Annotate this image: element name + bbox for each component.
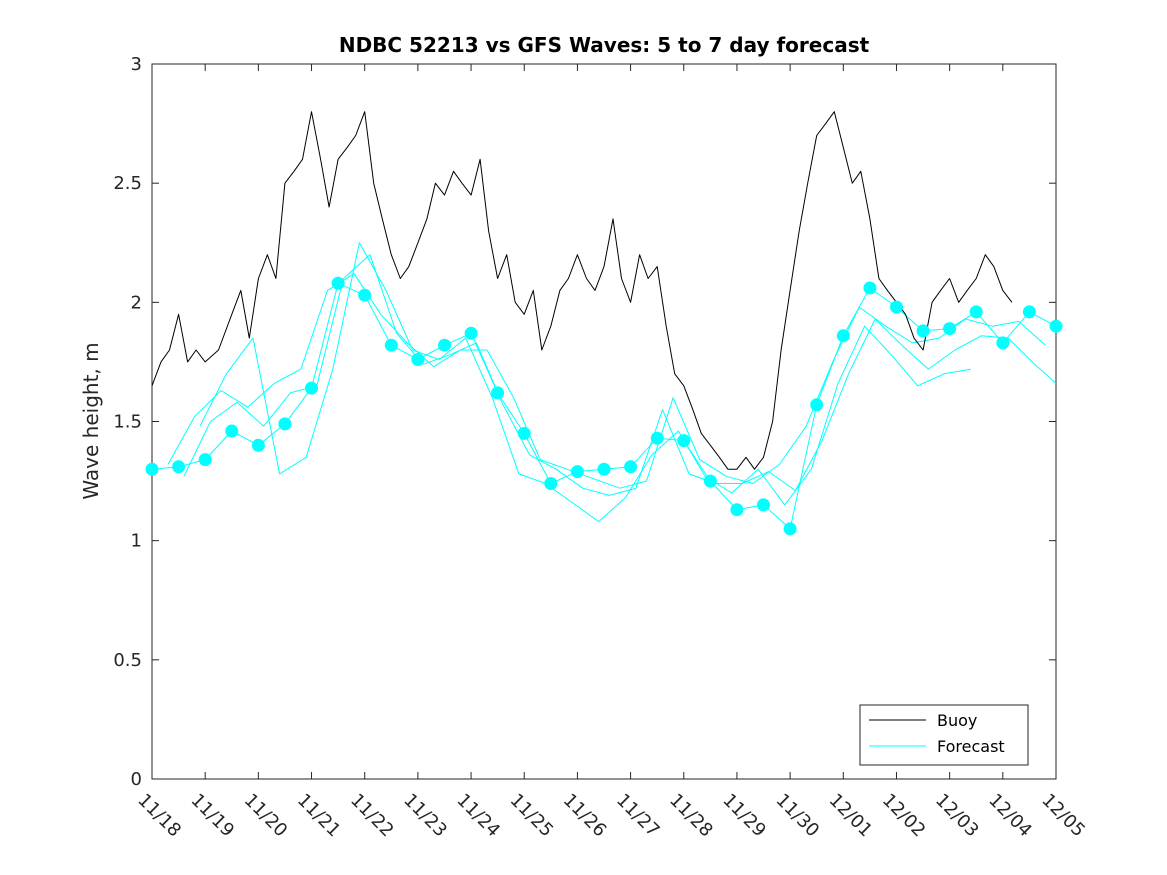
forecast-point [863,281,877,295]
forecast-point [491,386,505,400]
forecast-point [943,322,957,336]
forecast-point [544,477,558,490]
forecast-point [198,453,212,467]
series-layer [151,111,1057,530]
forecast-point [278,417,292,431]
forecast-run-line [183,254,1057,496]
forecast-point [251,438,265,452]
plot-area [151,63,1057,780]
legend: Buoy Forecast [859,704,1029,766]
forecast-point [730,503,744,517]
forecast-point [517,426,531,440]
forecast-point [225,424,239,438]
forecast-point [650,431,664,445]
forecast-point [358,288,372,302]
forecast-point [597,462,611,476]
y-tick-label: 0 [131,769,142,790]
y-axis-label: Wave height, m [79,342,103,499]
forecast-point [624,460,638,474]
forecast-run-line [167,273,1046,489]
forecast-run-line [199,242,971,523]
forecast-point [411,353,425,366]
forecast-point [1022,305,1036,319]
forecast-point [464,326,478,340]
forecast-point [969,305,983,319]
forecast-point [677,434,691,448]
forecast-point [384,338,398,352]
y-tick-label: 3 [131,54,142,75]
forecast-point [890,300,903,314]
legend-forecast-label: Forecast [937,737,1005,756]
forecast-point [916,324,930,338]
forecast-point [783,522,797,536]
y-tick-label: 0.5 [113,650,142,671]
forecast-point [305,381,318,395]
y-tick-label: 1.5 [113,412,142,433]
buoy-series-line [151,111,1013,470]
forecast-point [570,465,584,479]
legend-buoy-label: Buoy [937,711,977,730]
forecast-point [331,276,345,290]
forecast-point [810,398,824,412]
y-tick-label: 1 [131,531,142,552]
forecast-point [172,460,186,474]
forecast-point [996,336,1010,350]
forecast-point [145,462,159,476]
forecast-point [836,329,850,343]
chart-title: NDBC 52213 vs GFS Waves: 5 to 7 day fore… [339,33,870,57]
y-tick-label: 2.5 [113,173,142,194]
forecast-point [438,338,451,352]
forecast-point [703,474,717,488]
forecast-point [1049,319,1063,333]
legend-box [859,704,1029,766]
y-tick-label: 2 [131,292,142,313]
forecast-markers [145,276,1063,536]
forecast-point [757,498,770,512]
